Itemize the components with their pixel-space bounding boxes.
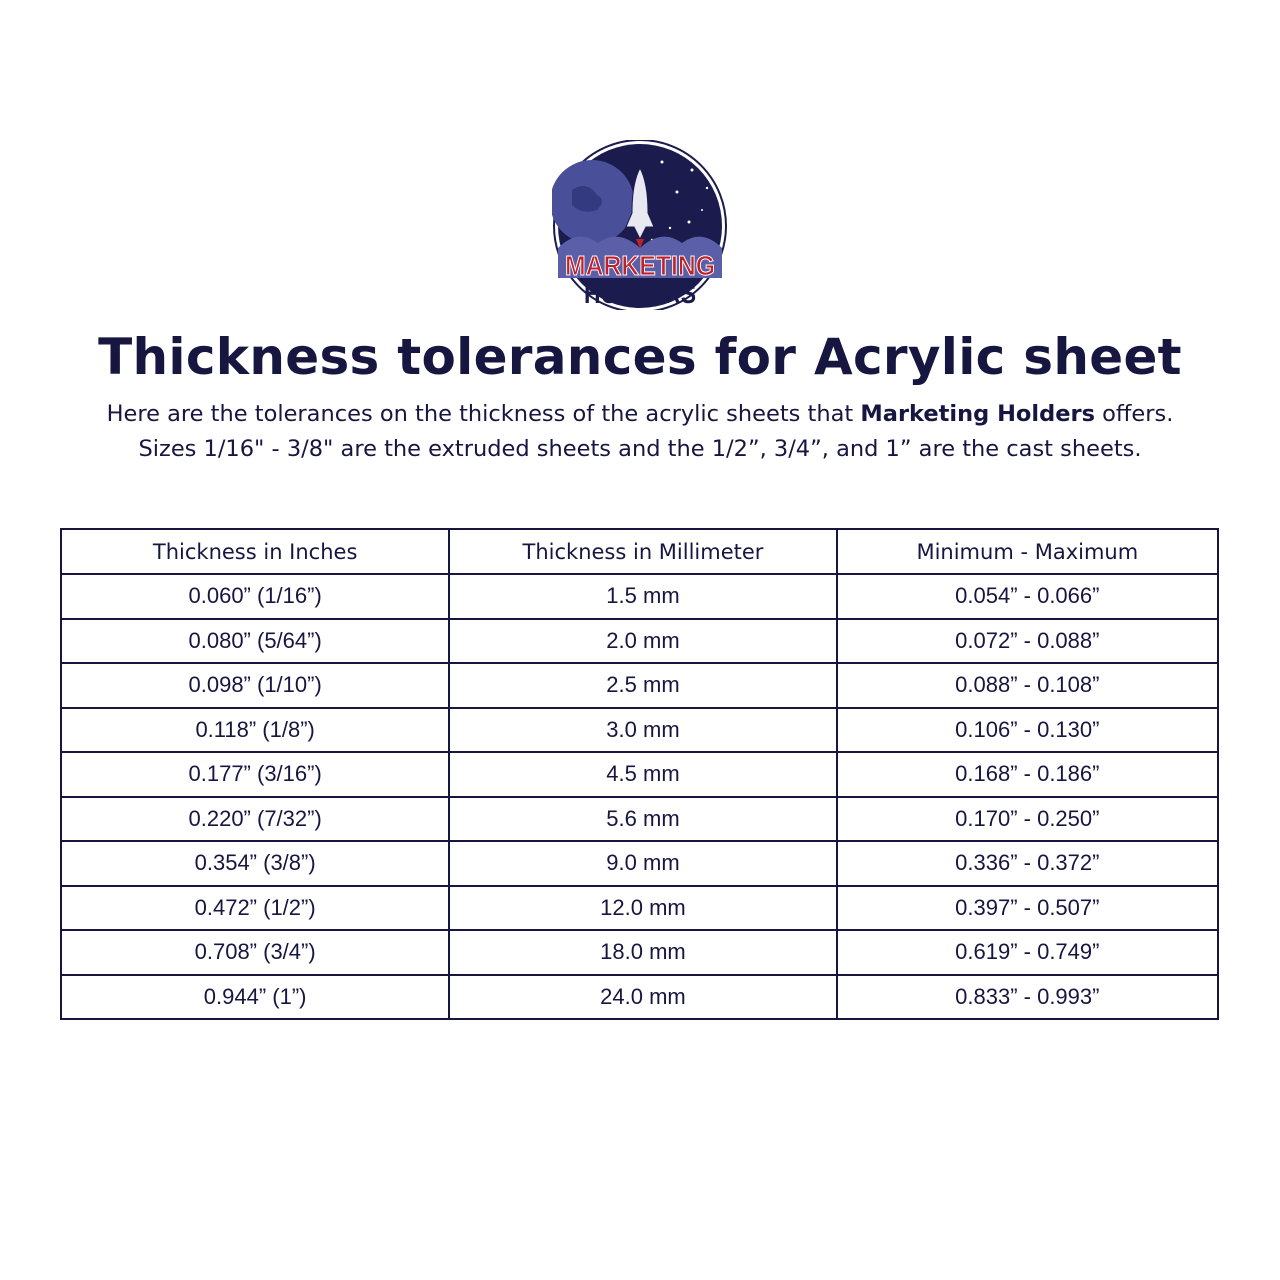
cell-min-max: 0.168” - 0.186” [835,751,1220,798]
header-min-max: Minimum - Maximum [835,528,1220,575]
logo-text-holders: HOLDERS [584,278,696,309]
cell-min-max: 0.088” - 0.108” [835,662,1220,709]
cell-millimeter: 12.0 mm [448,884,838,931]
marketing-holders-logo: MARKETING HOLDERS [552,140,727,310]
tolerance-table: Thickness in Inches Thickness in Millime… [59,528,1220,1020]
table-row: 0.354” (3/8”) 9.0 mm 0.336” - 0.372” [59,840,1220,887]
cell-millimeter: 5.6 mm [448,795,838,842]
table-row: 0.177” (3/16”) 4.5 mm 0.168” - 0.186” [59,751,1220,798]
cell-inches: 0.118” (1/8”) [59,706,451,753]
cell-millimeter: 18.0 mm [448,929,838,976]
table-row: 0.080” (5/64”) 2.0 mm 0.072” - 0.088” [59,617,1220,664]
cell-inches: 0.177” (3/16”) [59,751,451,798]
cell-inches: 0.098” (1/10”) [59,662,451,709]
cell-millimeter: 4.5 mm [448,751,838,798]
cell-millimeter: 2.0 mm [448,617,838,664]
cell-inches: 0.944” (1”) [59,973,451,1020]
logo-text-marketing: MARKETING [565,250,715,281]
intro-line-1: Here are the tolerances on the thickness… [0,401,1280,427]
cell-inches: 0.708” (3/4”) [59,929,451,976]
cell-min-max: 0.397” - 0.507” [835,884,1220,931]
header-millimeter: Thickness in Millimeter [448,528,838,575]
cell-min-max: 0.619” - 0.749” [835,929,1220,976]
table-row: 0.708” (3/4”) 18.0 mm 0.619” - 0.749” [59,929,1220,976]
table-row: 0.060” (1/16”) 1.5 mm 0.054” - 0.066” [59,573,1220,620]
cell-min-max: 0.072” - 0.088” [835,617,1220,664]
page-title: Thickness tolerances for Acrylic sheet [98,328,1182,386]
cell-min-max: 0.170” - 0.250” [835,795,1220,842]
brand-name: Marketing Holders [860,401,1095,427]
table-row: 0.944” (1”) 24.0 mm 0.833” - 0.993” [59,973,1220,1020]
cell-min-max: 0.833” - 0.993” [835,973,1220,1020]
cell-inches: 0.354” (3/8”) [59,840,451,887]
cell-inches: 0.080” (5/64”) [59,617,451,664]
cell-millimeter: 24.0 mm [448,973,838,1020]
cell-millimeter: 9.0 mm [448,840,838,887]
table-row: 0.472” (1/2”) 12.0 mm 0.397” - 0.507” [59,884,1220,931]
table-row: 0.220” (7/32”) 5.6 mm 0.170” - 0.250” [59,795,1220,842]
cell-inches: 0.060” (1/16”) [59,573,451,620]
cell-min-max: 0.106” - 0.130” [835,706,1220,753]
header-inches: Thickness in Inches [59,528,451,575]
table-header-row: Thickness in Inches Thickness in Millime… [59,528,1220,575]
cell-millimeter: 2.5 mm [448,662,838,709]
cell-millimeter: 1.5 mm [448,573,838,620]
cell-min-max: 0.054” - 0.066” [835,573,1220,620]
cell-min-max: 0.336” - 0.372” [835,840,1220,887]
intro-line-2: Sizes 1/16" - 3/8" are the extruded shee… [138,436,1142,462]
intro-text: Here are the tolerances on the thickness… [106,401,861,427]
cell-millimeter: 3.0 mm [448,706,838,753]
cell-inches: 0.220” (7/32”) [59,795,451,842]
table-row: 0.098” (1/10”) 2.5 mm 0.088” - 0.108” [59,662,1220,709]
table-row: 0.118” (1/8”) 3.0 mm 0.106” - 0.130” [59,706,1220,753]
intro-text-end: offers. [1094,401,1174,427]
cell-inches: 0.472” (1/2”) [59,884,451,931]
